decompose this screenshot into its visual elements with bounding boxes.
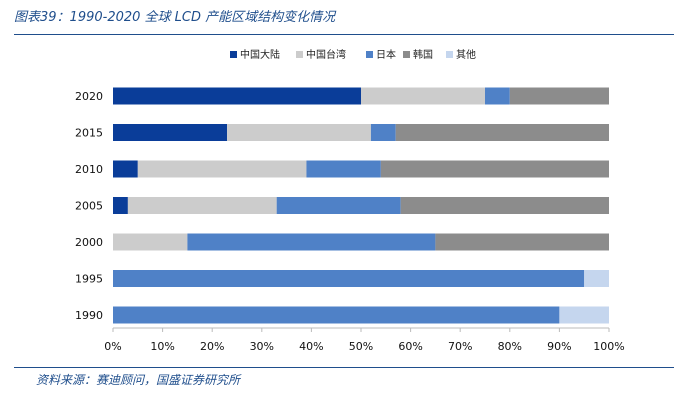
legend-swatch — [446, 51, 453, 58]
bar-segment — [113, 233, 188, 251]
bar-segment — [113, 160, 138, 178]
bar-segment — [509, 87, 609, 105]
bar-segment — [306, 160, 381, 178]
bar-segment — [400, 197, 609, 214]
bar-segment — [435, 233, 609, 251]
bar-segment — [395, 124, 609, 141]
legend-swatch — [366, 51, 373, 58]
bar-segment — [113, 306, 560, 324]
bar-segment — [380, 160, 609, 178]
legend-swatch — [230, 51, 237, 58]
x-tick-label: 0% — [104, 340, 121, 353]
x-tick-label: 40% — [299, 340, 323, 353]
bar-segment — [113, 270, 585, 287]
bar-segment — [113, 87, 361, 105]
y-tick-label: 2015 — [75, 127, 103, 140]
legend-label: 日本 — [376, 48, 396, 61]
bar-segment — [137, 160, 307, 178]
bar-segment — [361, 87, 485, 105]
bar-segment — [485, 87, 510, 105]
y-tick-label: 2000 — [75, 236, 103, 249]
bar-segment — [113, 197, 128, 214]
bar-segment — [187, 233, 436, 251]
y-tick-label: 1990 — [75, 309, 103, 322]
legend-label: 其他 — [456, 48, 476, 61]
x-tick-label: 90% — [547, 340, 571, 353]
x-tick-label: 60% — [398, 340, 422, 353]
footer-divider — [14, 367, 674, 368]
x-tick-label: 80% — [498, 340, 522, 353]
x-tick-label: 50% — [349, 340, 373, 353]
legend-label: 韩国 — [413, 48, 433, 61]
legend-label: 中国台湾 — [306, 48, 346, 61]
legend-swatch — [296, 51, 303, 58]
y-tick-label: 1995 — [75, 273, 103, 286]
bar-segment — [113, 124, 228, 141]
y-tick-label: 2010 — [75, 163, 103, 176]
bar-segment — [559, 306, 609, 324]
source-note: 资料来源：赛迪顾问，国盛证券研究所 — [36, 373, 241, 387]
header-divider — [14, 34, 674, 35]
bar-segment — [276, 197, 401, 214]
bar-segment — [584, 270, 609, 287]
y-tick-label: 2020 — [75, 90, 103, 103]
x-tick-label: 20% — [200, 340, 224, 353]
bar-segment — [127, 197, 277, 214]
legend-label: 中国大陆 — [240, 48, 280, 61]
x-tick-label: 10% — [150, 340, 174, 353]
x-tick-label: 100% — [593, 340, 624, 353]
x-tick-label: 70% — [448, 340, 472, 353]
bar-segment — [227, 124, 371, 141]
legend-swatch — [403, 51, 410, 58]
y-tick-label: 2005 — [75, 200, 103, 213]
x-tick-label: 30% — [250, 340, 274, 353]
bar-segment — [370, 124, 396, 141]
chart-title: 图表39：1990-2020 全球 LCD 产能区域结构变化情况 — [14, 10, 336, 25]
